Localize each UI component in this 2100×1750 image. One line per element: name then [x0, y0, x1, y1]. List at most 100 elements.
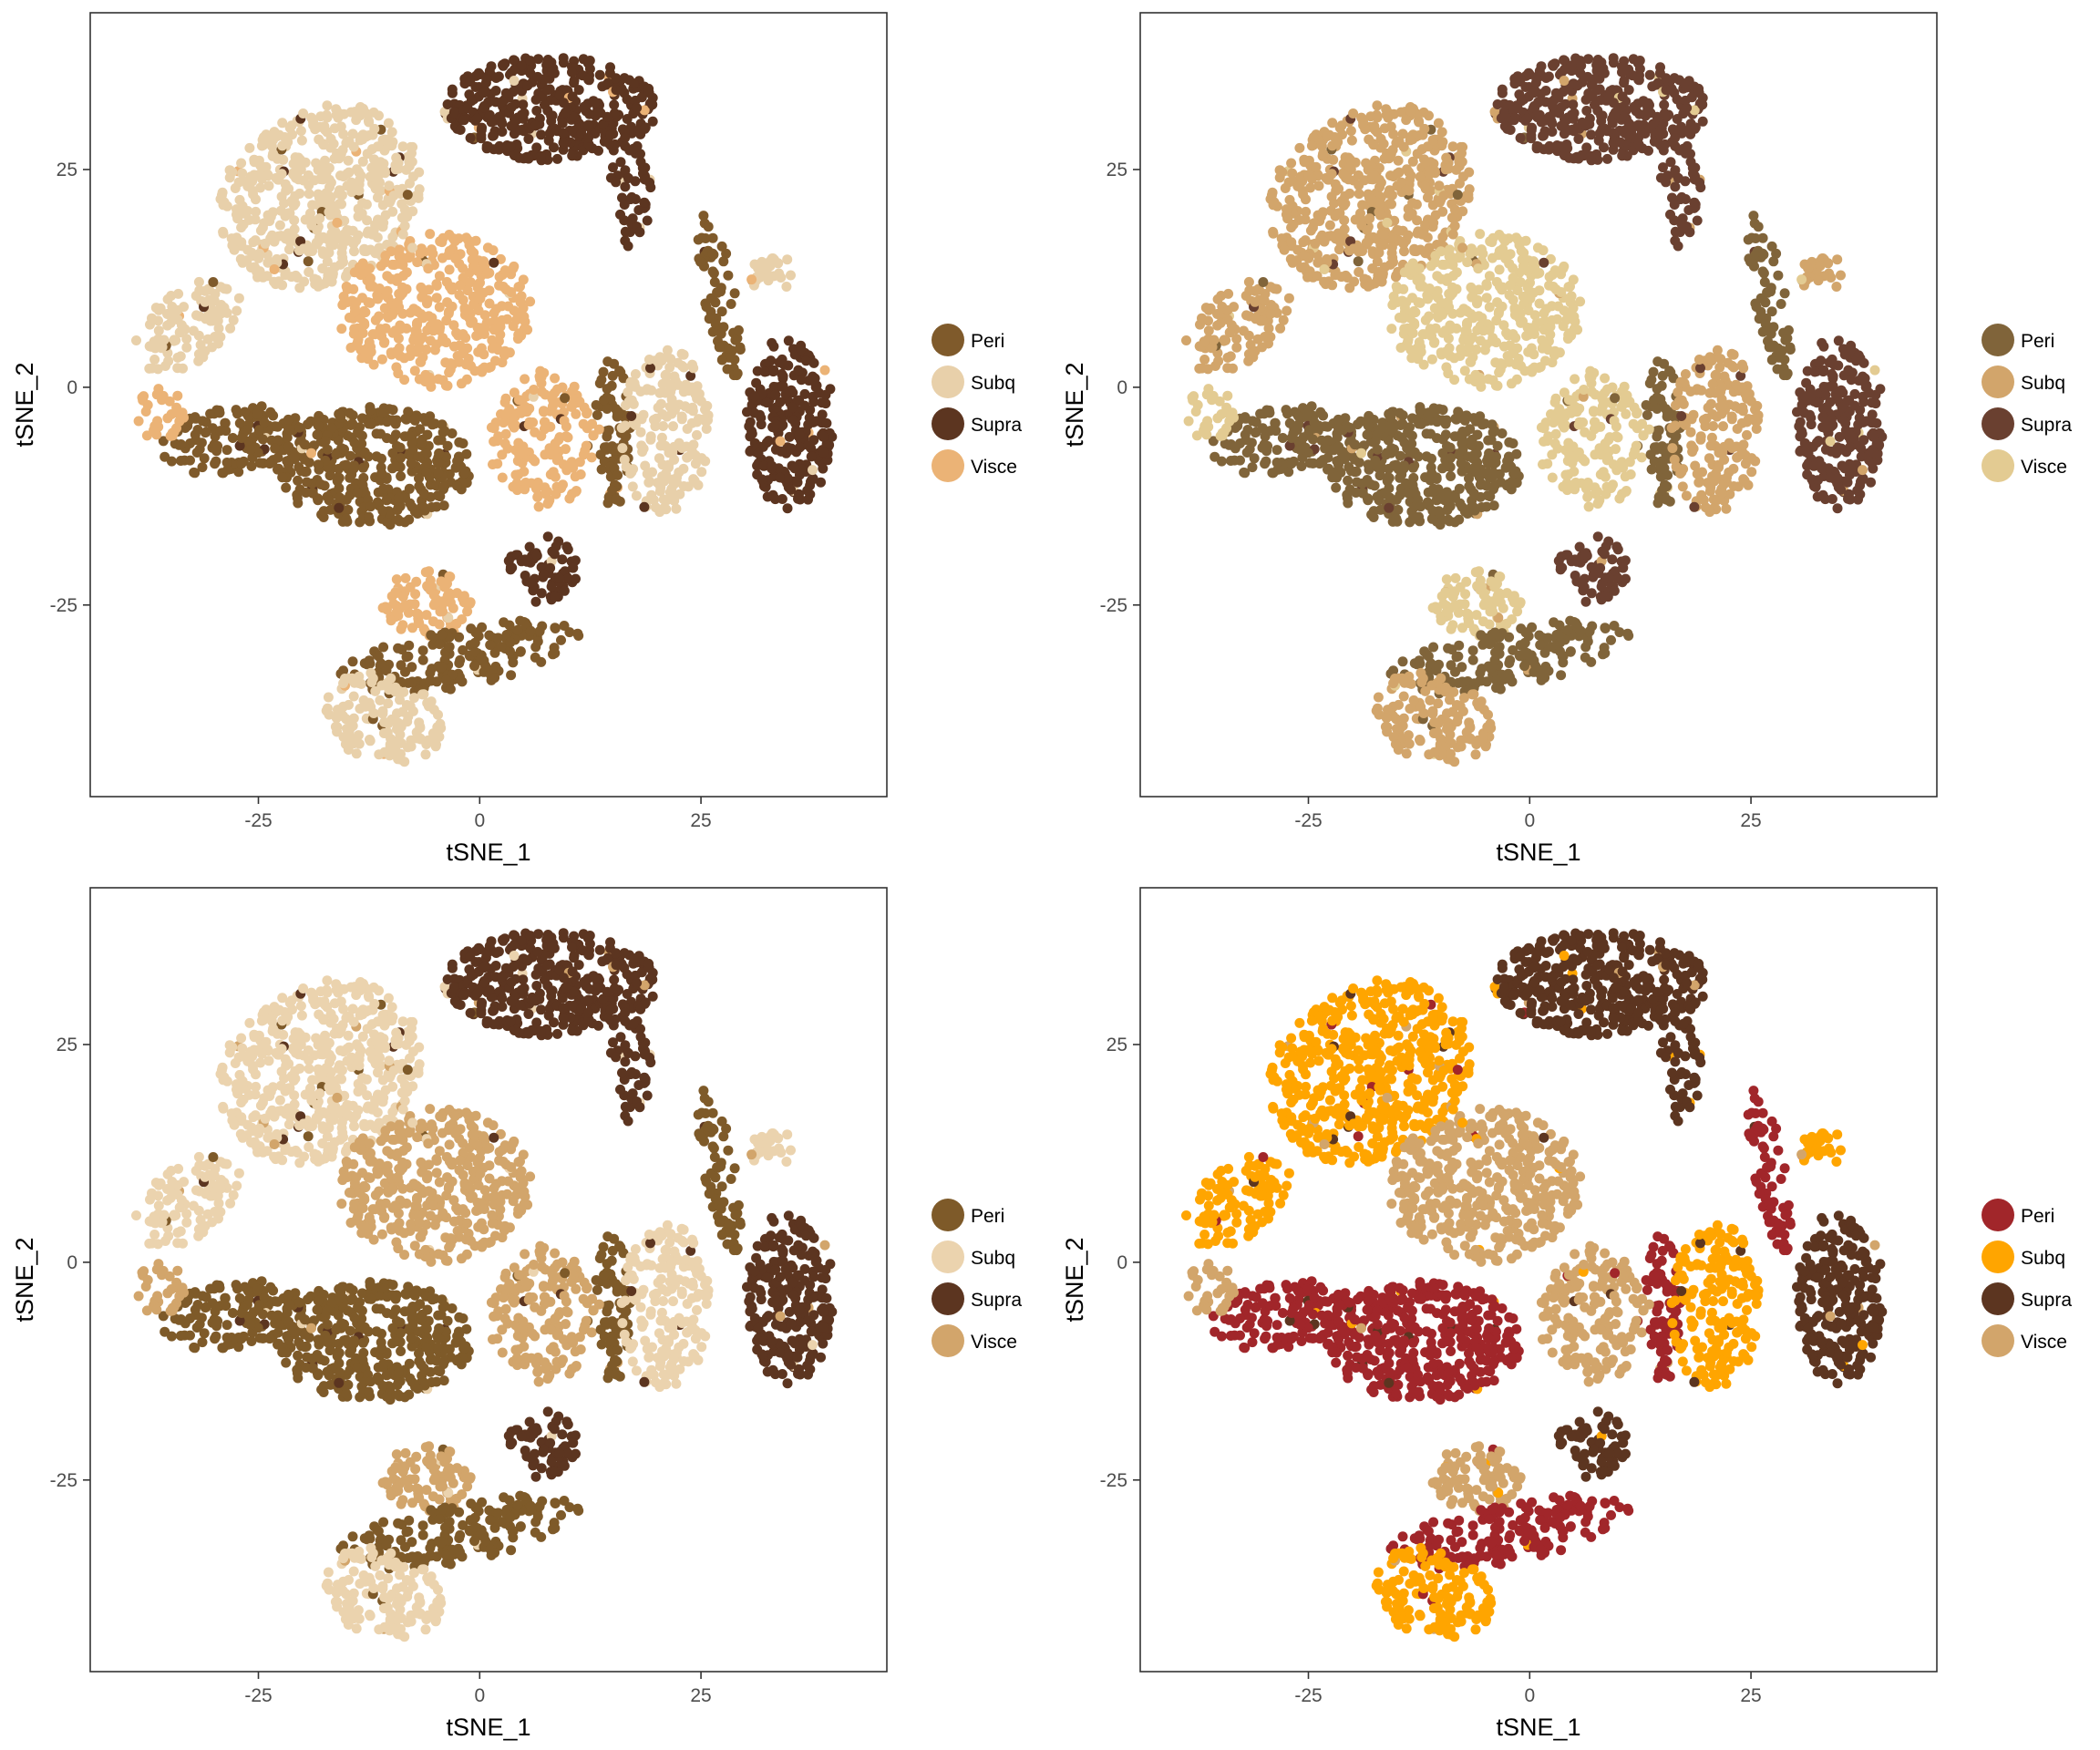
- point-subq: [1318, 207, 1328, 218]
- point-peri: [596, 464, 607, 475]
- point-supra: [806, 451, 817, 462]
- point-peri: [1331, 482, 1342, 493]
- point-visce: [520, 478, 531, 488]
- point-supra: [611, 73, 622, 84]
- point-visce: [484, 268, 495, 278]
- x-tick-label: 25: [690, 810, 711, 831]
- point-visce: [536, 372, 547, 383]
- point-subq: [1364, 213, 1375, 224]
- point-subq: [1244, 285, 1255, 296]
- point-peri: [512, 624, 523, 635]
- y-tick-label: 0: [67, 377, 77, 398]
- point-supra: [543, 135, 554, 146]
- point-supra: [634, 227, 645, 238]
- point-peri: [1415, 418, 1426, 429]
- point-subq: [629, 378, 640, 388]
- point-visce: [484, 298, 495, 309]
- point-visce: [431, 281, 442, 291]
- point-visce: [365, 281, 376, 292]
- point-subq: [1263, 323, 1274, 334]
- point-peri: [602, 384, 612, 395]
- point-peri: [387, 415, 397, 426]
- point-subq: [1392, 225, 1403, 235]
- point-supra: [1602, 153, 1612, 164]
- point-subq: [1348, 243, 1359, 254]
- point-peri: [345, 450, 355, 461]
- point-supra: [1565, 125, 1576, 136]
- point-supra: [515, 125, 526, 136]
- point-subq: [660, 387, 671, 398]
- point-subq: [1369, 121, 1380, 132]
- point-peri: [201, 427, 211, 438]
- point-subq: [355, 106, 366, 117]
- point-visce: [1538, 245, 1549, 256]
- point-subq: [1375, 210, 1385, 221]
- point-visce: [520, 402, 531, 413]
- point-supra: [1534, 109, 1545, 120]
- point-peri: [221, 426, 232, 437]
- point-supra: [816, 477, 826, 488]
- point-visce: [559, 416, 570, 427]
- point-peri: [611, 494, 622, 505]
- point-supra: [1670, 226, 1681, 237]
- point-subq: [1286, 237, 1297, 248]
- point-supra: [770, 389, 781, 400]
- point-peri: [320, 436, 331, 447]
- point-supra: [546, 582, 557, 592]
- point-subq: [283, 137, 293, 148]
- point-supra: [788, 415, 799, 426]
- point-peri: [707, 232, 718, 243]
- point-visce: [553, 453, 564, 464]
- point-peri: [1502, 456, 1513, 467]
- point-visce: [179, 412, 189, 423]
- point-peri: [620, 431, 631, 442]
- point-visce: [415, 248, 426, 259]
- point-peri: [381, 516, 392, 527]
- point-supra: [500, 88, 511, 98]
- point-subq: [314, 213, 325, 224]
- point-peri: [264, 458, 275, 469]
- point-supra: [497, 127, 508, 137]
- point-subq: [631, 490, 642, 501]
- point-peri: [451, 480, 462, 491]
- point-visce: [1432, 271, 1443, 282]
- point-supra: [753, 448, 764, 458]
- point-subq: [209, 295, 220, 306]
- point-supra: [1555, 141, 1566, 152]
- point-subq: [289, 215, 300, 226]
- point-subq: [1449, 221, 1460, 232]
- point-subq: [200, 296, 211, 307]
- point-subq: [1339, 215, 1350, 226]
- point-supra: [620, 181, 631, 192]
- point-visce: [444, 245, 455, 256]
- point-subq: [153, 325, 164, 336]
- point-peri: [1482, 490, 1493, 501]
- point-subq: [688, 449, 699, 459]
- point-visce: [500, 428, 511, 439]
- point-peri: [236, 458, 247, 469]
- point-subq: [1399, 246, 1409, 257]
- point-peri: [1454, 483, 1465, 494]
- point-subq: [1433, 118, 1444, 129]
- point-subq: [213, 323, 224, 334]
- point-subq: [643, 355, 654, 365]
- point-peri: [1349, 467, 1360, 478]
- point-peri: [1467, 438, 1477, 448]
- point-subq: [1333, 137, 1343, 148]
- point-subq: [401, 164, 412, 175]
- point-subq: [786, 270, 796, 281]
- point-supra: [602, 111, 612, 122]
- plot-frame: [89, 12, 888, 798]
- point-peri: [335, 409, 345, 420]
- point-visce: [434, 302, 445, 313]
- point-peri: [348, 463, 359, 474]
- y-axis-title: tSNE_2: [11, 362, 38, 447]
- point-visce: [399, 375, 410, 386]
- point-peri: [259, 417, 270, 427]
- point-visce: [139, 391, 149, 402]
- point-peri: [461, 448, 472, 459]
- point-subq: [336, 242, 347, 252]
- point-peri: [299, 454, 310, 465]
- point-subq: [623, 386, 633, 397]
- point-visce: [536, 430, 547, 441]
